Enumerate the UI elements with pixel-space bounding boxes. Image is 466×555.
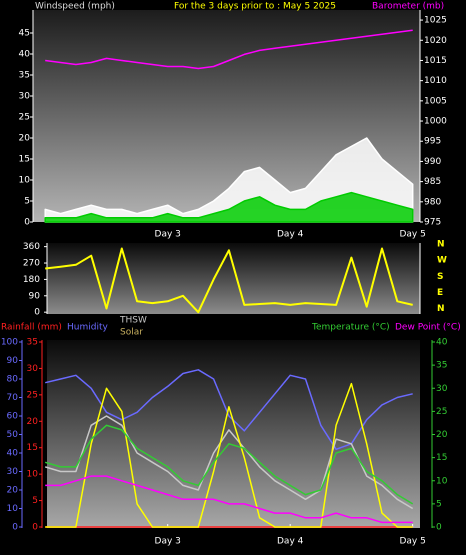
y-tick-label: 40	[7, 449, 19, 459]
y2-tick-label: 5	[436, 499, 442, 509]
y2-tick-label: 1015	[424, 56, 447, 66]
line-series	[45, 247, 413, 314]
y2-tick-label: 1000	[424, 117, 447, 127]
y2-tick-label: 10	[436, 476, 448, 486]
legend-entry: Rainfall (mm)	[1, 323, 62, 333]
line-series	[45, 475, 413, 524]
y2-tick-label: 990	[424, 157, 441, 167]
y-tick-label: 70	[7, 393, 19, 403]
y2-tick-label: N	[437, 304, 445, 314]
y-tick-label: 10	[7, 504, 19, 514]
y-tick-label: 35	[19, 71, 30, 81]
y2-tick-label: S	[437, 272, 443, 282]
y-tick-label: 180	[23, 275, 40, 285]
y-tick-label: 80	[7, 375, 19, 385]
y-tick-label: 360	[23, 242, 40, 252]
legend-entry: Humidity	[67, 323, 108, 333]
y2-tick-label: E	[437, 288, 443, 298]
legend-entry: THSW	[119, 316, 147, 326]
y-tick-label: 0	[12, 523, 18, 533]
y3-tick-label: 20	[27, 417, 39, 427]
y3-tick-label: 15	[27, 443, 38, 453]
y2-tick-label: 1010	[424, 76, 447, 86]
y-tick-label: 30	[7, 467, 19, 477]
y-tick-label: 60	[7, 412, 19, 422]
y-tick-label: 90	[29, 291, 41, 301]
y-tick-label: 270	[23, 259, 40, 269]
y3-tick-label: 35	[27, 338, 38, 348]
y-tick-label: 100	[1, 338, 18, 348]
y3-tick-label: 0	[32, 523, 38, 533]
x-tick-label: Day 3	[155, 230, 181, 240]
legend-entry: Dew Point (°C)	[395, 323, 461, 333]
y-tick-label: 50	[7, 430, 19, 440]
line-series	[45, 29, 413, 70]
y-tick-label: 30	[19, 92, 31, 102]
y3-tick-label: 30	[27, 364, 39, 374]
x-tick-label: Day 3	[155, 537, 181, 547]
y-tick-label: 10	[19, 176, 31, 186]
y2-tick-label: 1025	[424, 16, 447, 26]
y2-tick-label: 30	[436, 384, 448, 394]
y2-tick-label: 25	[436, 407, 447, 417]
y-tick-label: 5	[24, 197, 30, 207]
x-tick-label: Day 4	[277, 230, 304, 240]
y-tick-label: 40	[19, 50, 31, 60]
area-series	[44, 191, 414, 223]
y2-tick-label: 1005	[424, 96, 447, 106]
y-axis-label: Windspeed (mph)	[35, 2, 115, 12]
y2-tick-label: 20	[436, 430, 448, 440]
y-tick-label: 0	[34, 308, 40, 318]
y2-tick-label: W	[437, 256, 447, 266]
panel-direction	[47, 243, 420, 314]
y-tick-label: 25	[19, 113, 30, 123]
x-tick-label: Day 5	[399, 537, 425, 547]
y2-tick-label: 40	[436, 338, 448, 348]
line-series	[45, 382, 413, 528]
y2-tick-label: 985	[424, 177, 441, 187]
y2-tick-label: 995	[424, 137, 441, 147]
y-tick-label: 0	[24, 218, 30, 228]
line-series	[44, 415, 414, 510]
y2-tick-label: N	[437, 239, 445, 249]
y2-tick-label: 975	[424, 218, 441, 228]
line-series	[44, 424, 414, 505]
legend-entry: Temperature (°C)	[311, 323, 390, 333]
y2-tick-label: 1020	[424, 36, 447, 46]
y2-tick-label: 35	[436, 361, 447, 371]
y3-tick-label: 10	[27, 470, 39, 480]
y-tick-label: 90	[7, 356, 19, 366]
y2-tick-label: 15	[436, 453, 447, 463]
legend-entry: Solar	[120, 328, 143, 338]
y3-tick-label: 25	[27, 390, 38, 400]
y-tick-label: 20	[7, 486, 19, 496]
y3-tick-label: 5	[32, 496, 38, 506]
y-tick-label: 20	[19, 134, 31, 144]
y-tick-label: 15	[19, 155, 30, 165]
y2-tick-label: 980	[424, 197, 441, 207]
y2-tick-label: 0	[436, 523, 442, 533]
x-tick-label: Day 4	[277, 537, 304, 547]
y-tick-label: 45	[19, 29, 30, 39]
y2-axis-label: Barometer (mb)	[372, 2, 444, 12]
chart-title: For the 3 days prior to : May 5 2025	[174, 2, 336, 12]
x-tick-label: Day 5	[399, 230, 425, 240]
